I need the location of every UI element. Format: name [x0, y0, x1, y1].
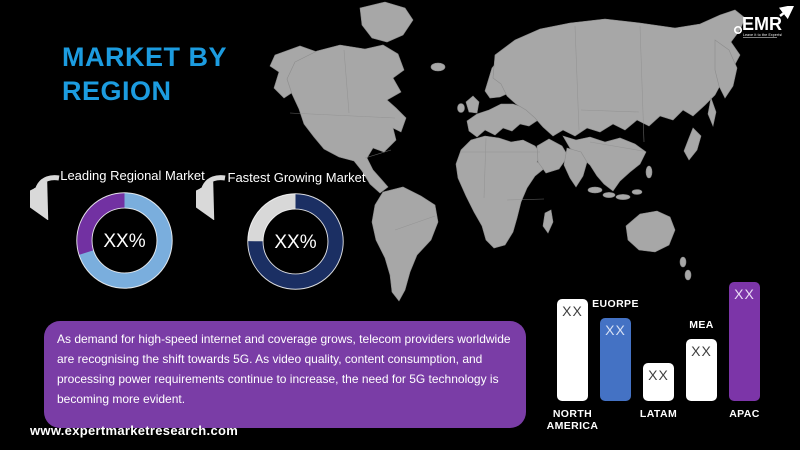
bar-value: XX: [605, 322, 626, 338]
donut1-title: Leading Regional Market: [60, 168, 205, 183]
curved-arrow-icon: [30, 175, 60, 220]
bar-label-mea: MEA: [689, 319, 714, 331]
logo-text: EMR: [742, 14, 782, 34]
region-bar-chart: XX NORTH AMERICA XX EUORPE XX LATAM XX MEA XX APA…: [545, 274, 785, 444]
market-description-box: As demand for high-speed internet and co…: [44, 321, 526, 428]
bar-value: XX: [734, 286, 755, 302]
market-description-text: As demand for high-speed internet and co…: [57, 332, 511, 406]
leading-regional-market-donut: [76, 192, 173, 289]
logo-tagline: Leave it to the Experts!: [743, 33, 782, 37]
curved-arrow-icon: [196, 175, 226, 220]
page-title: MARKET BY REGION: [62, 40, 227, 108]
bar-latam: XX: [643, 363, 674, 401]
bar-label-euorpe: EUORPE: [592, 298, 639, 310]
donut1-value: XX%: [103, 231, 146, 252]
bar-mea: XX: [686, 339, 717, 401]
logo-circle-icon: [733, 25, 743, 35]
bar-label-latam: LATAM: [639, 408, 678, 420]
bar-north-america: XX: [557, 299, 588, 401]
donut2-value: XX%: [274, 232, 317, 253]
bar-value: XX: [691, 343, 712, 359]
bar-apac: XX: [729, 282, 760, 401]
bar-label-north-america: NORTH AMERICA: [546, 408, 599, 432]
fastest-growing-market-donut: [247, 193, 344, 290]
bar-label-apac: APAC: [729, 408, 760, 420]
bar-value: XX: [648, 367, 669, 383]
bar-euorpe: XX: [600, 318, 631, 401]
bar-value: XX: [562, 303, 583, 319]
page-title-line2: REGION: [62, 76, 172, 106]
website-url: www.expertmarketresearch.com: [30, 423, 239, 438]
page-title-line1: MARKET BY: [62, 42, 227, 72]
emr-logo: EMR Leave it to the Experts!: [733, 6, 795, 38]
donut2-title: Fastest Growing Market: [227, 170, 366, 185]
logo-growth-arrow-icon: [778, 6, 795, 20]
world-map: [269, 1, 746, 302]
